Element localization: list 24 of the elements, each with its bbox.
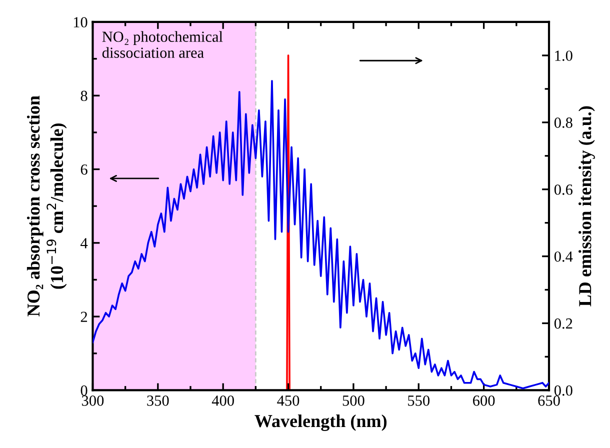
band-label: NO₂ photochemical dissociation area [102,31,223,58]
y2-axis-title: LD emission itensity (a.u.) [578,106,595,306]
x-tick-label: 300 [82,396,104,406]
x-tick-label: 500 [342,396,364,406]
x-axis-title: Wavelength (nm) [254,414,387,431]
y-tick-label: 4 [80,238,88,248]
x-tick-label: 650 [538,396,560,406]
x-tick-label: 350 [147,396,169,406]
y-tick-label: 10 [74,17,88,28]
x-tick-label: 400 [212,396,234,406]
y2-tick-label: 0.0 [554,385,572,396]
y2-tick-label: 0.8 [554,118,572,128]
y-tick-label: 2 [80,312,88,322]
x-tick-label: 550 [408,396,430,406]
y2-tick-label: 0.2 [554,318,572,329]
y-tick-label: 0 [80,385,88,396]
y-tick-label: 6 [80,164,88,175]
y2-tick-label: 0.6 [554,184,572,195]
y-tick-label: 8 [80,90,88,102]
x-tick-label: 450 [277,396,300,406]
y2-tick-label: 1.0 [555,50,572,61]
y-axis-title: NO₂ absorption cross section (10$^{−19}$ cm$^{2}$/molecule) [26,96,67,316]
x-tick-label: 600 [473,396,495,406]
y2-tick-label: 0.4 [554,251,573,262]
